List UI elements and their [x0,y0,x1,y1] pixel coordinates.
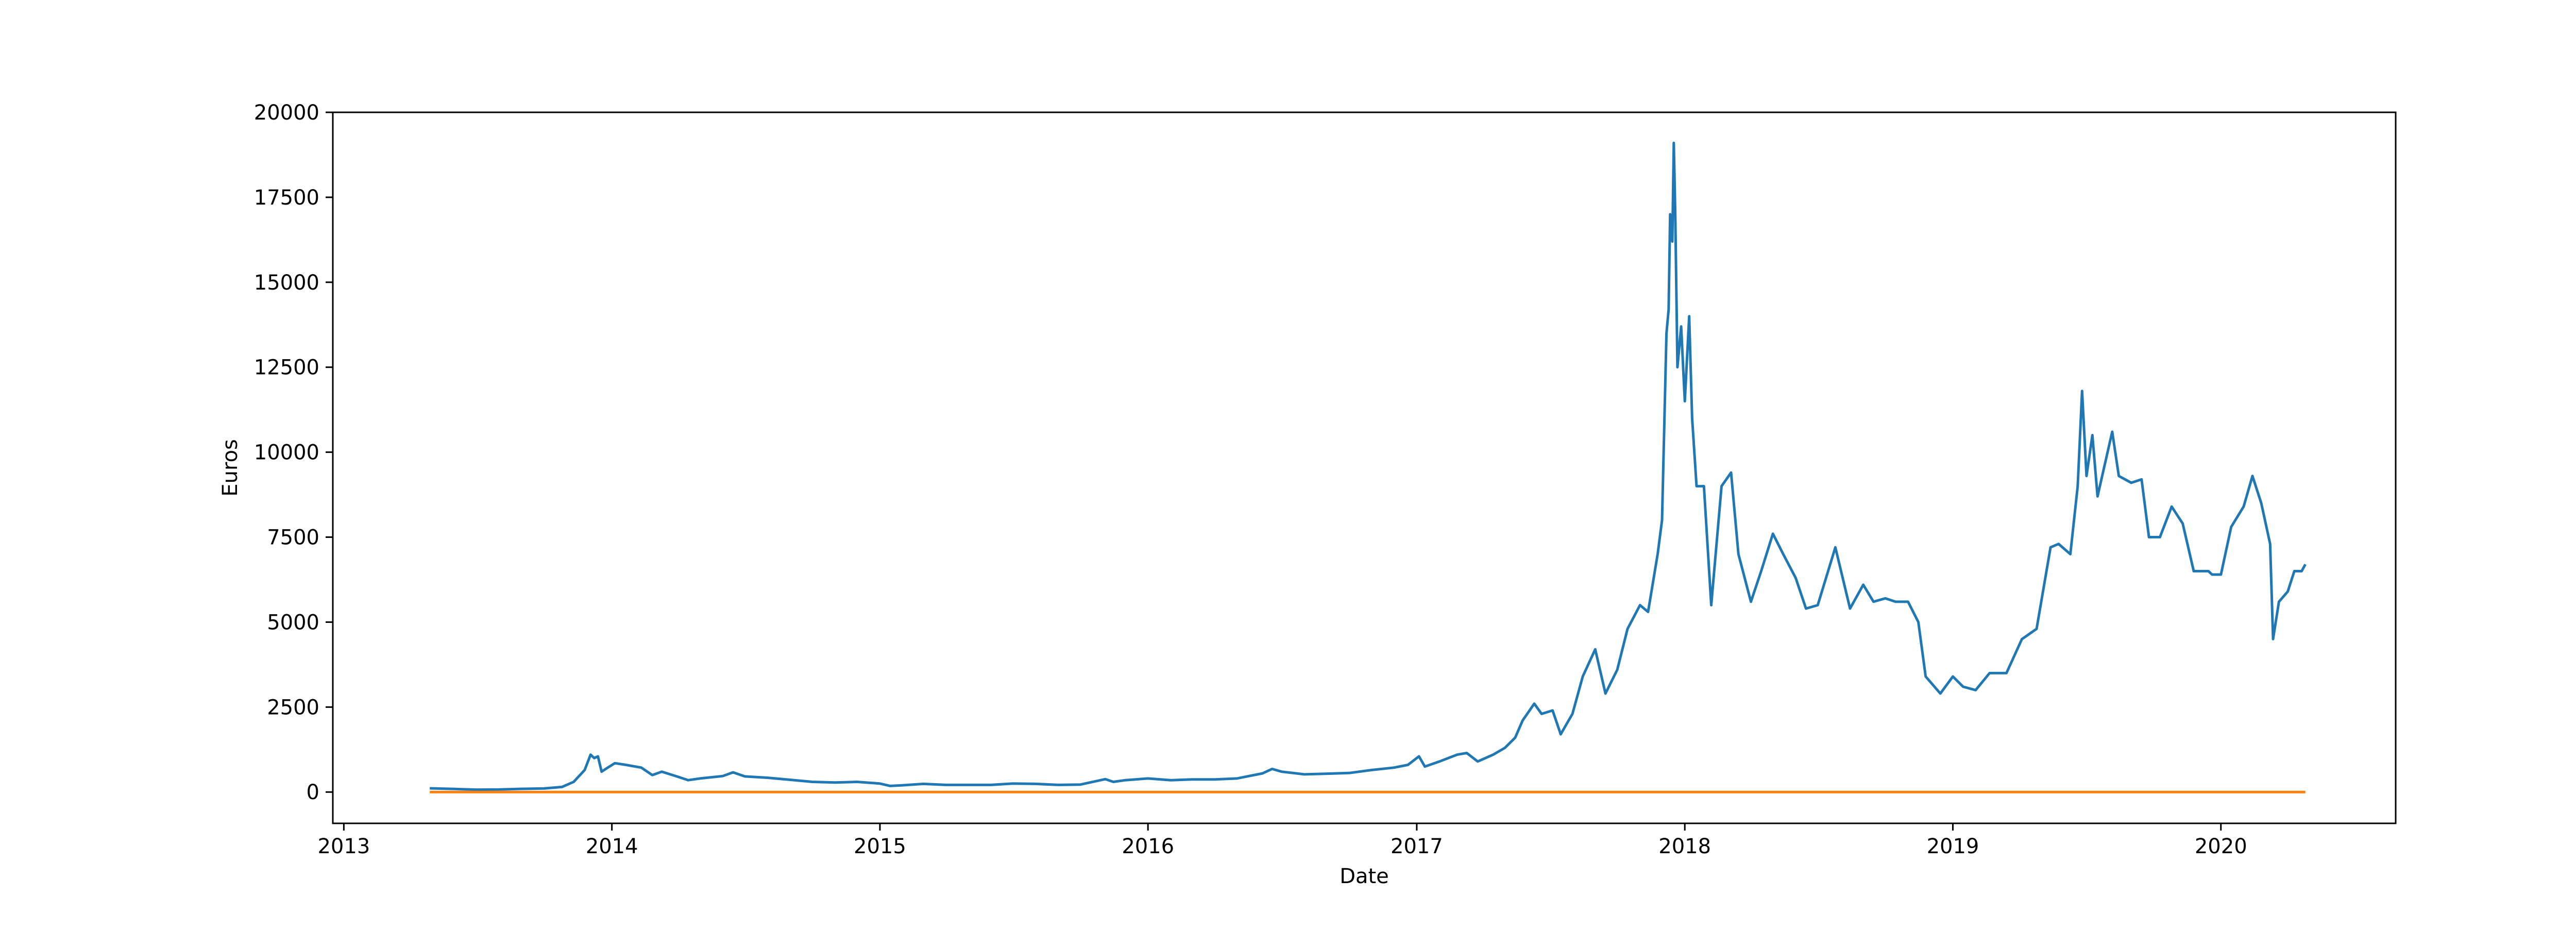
x-axis-label: Date [1340,865,1389,888]
y-axis-label: Euros [218,439,242,497]
x-tick-label: 2014 [586,835,638,858]
x-tick-label: 2013 [317,835,370,858]
x-tick-label: 2018 [1658,835,1711,858]
x-tick-label: 2017 [1391,835,1443,858]
y-tick-label: 10000 [254,441,319,465]
y-tick-label: 0 [307,781,319,804]
y-tick-label: 5000 [267,611,319,634]
y-tick-label: 12500 [254,356,319,380]
y-tick-label: 7500 [267,526,319,550]
y-tick-label: 2500 [267,696,319,719]
x-tick-label: 2016 [1122,835,1174,858]
plot-frame [332,111,2397,824]
series-layer [430,141,2307,793]
x-tick-label: 2015 [854,835,906,858]
x-tick-label: 2020 [2195,835,2247,858]
x-tick-label: 2019 [1927,835,1979,858]
y-tick-label: 17500 [254,186,319,210]
y-tick-label: 20000 [254,101,319,125]
y-tick-label: 15000 [254,271,319,295]
ticks-layer: 2013 2014 2015 2016 2017 2018 2019 2020 0 2500 500… [254,101,2247,858]
series-line-1 [430,141,2307,791]
